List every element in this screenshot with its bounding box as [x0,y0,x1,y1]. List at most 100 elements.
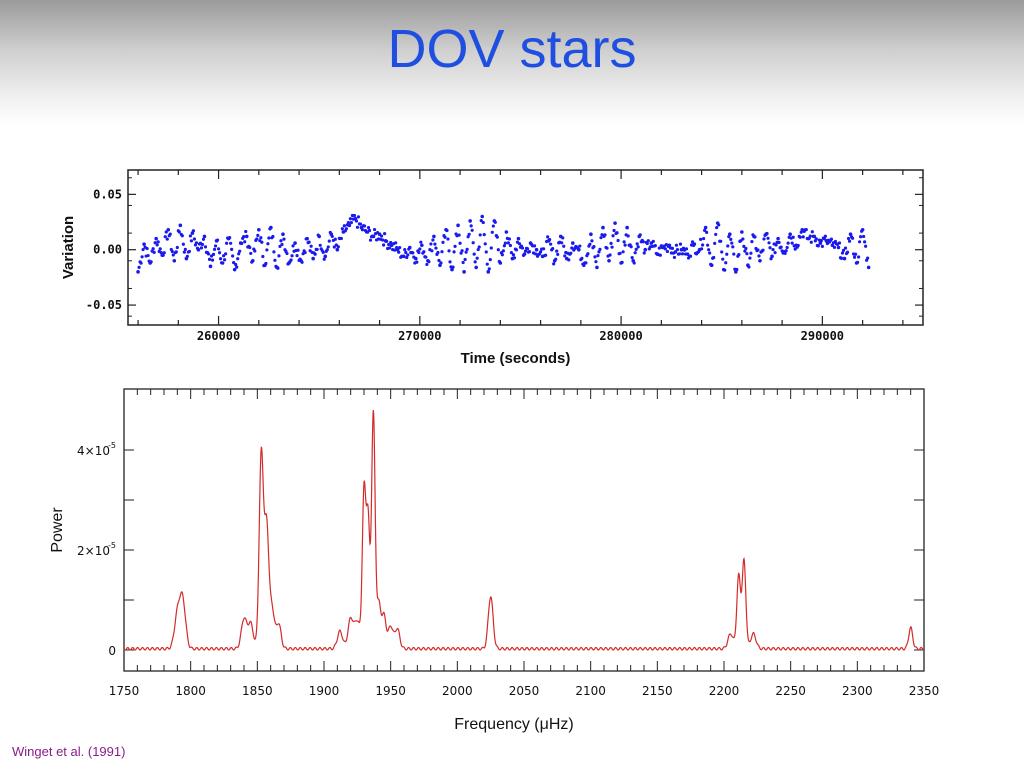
data-point [771,247,775,252]
data-point [708,251,712,255]
data-point [448,260,452,264]
data-point [556,252,560,257]
data-point [256,233,260,237]
data-point [170,249,174,254]
data-point [344,227,348,231]
data-point [232,267,237,272]
data-point [748,256,752,260]
data-point [567,258,571,262]
data-point [554,257,558,261]
data-point [237,252,241,256]
data-point [832,245,837,249]
data-point [618,251,622,255]
data-point [164,230,168,234]
data-point [726,244,730,248]
data-point [336,245,340,249]
data-point [635,242,639,246]
data-point [393,248,397,252]
data-point [215,238,220,242]
data-point [271,234,275,239]
data-point [701,243,705,247]
data-point [570,246,574,250]
data-point [142,242,146,246]
data-point [200,242,205,247]
data-point [295,254,299,258]
data-point [296,248,300,252]
data-point [218,257,223,261]
x-tick-label: 2100 [575,684,606,698]
data-point [201,237,206,241]
data-point [786,241,790,245]
data-point [523,249,528,253]
data-point [425,262,429,267]
x-axis-title: Frequency (μHz) [454,716,573,733]
data-point [839,256,844,261]
data-point [178,223,183,228]
data-point [367,228,372,233]
data-point [199,246,204,250]
x-tick-label: 2000 [442,684,473,698]
data-point [418,247,422,251]
data-point [194,241,199,245]
y-tick-label: 4×10 [77,444,110,458]
data-point [788,232,792,237]
data-point [823,234,827,238]
data-point [599,236,603,240]
data-point [152,250,156,254]
x-tick-label: 280000 [599,329,642,343]
data-point [864,244,868,248]
data-point [460,249,464,253]
data-point [653,243,657,248]
data-point [717,223,721,227]
data-point [313,252,317,256]
data-point [607,258,611,263]
data-point [706,243,710,247]
data-point [598,247,602,251]
data-point [816,244,820,248]
data-point [605,246,609,250]
data-point [658,253,662,257]
data-point [615,231,619,235]
data-point [744,246,748,251]
data-point [397,250,401,254]
data-point [175,245,179,250]
data-point [616,238,620,243]
data-point [429,242,433,246]
data-point [381,238,385,242]
data-point [796,243,800,248]
power-spectrum-frame [123,388,925,672]
data-point [202,234,207,239]
data-point [462,270,466,274]
power-spectrum-line [123,409,925,651]
data-point [136,270,140,274]
data-point [678,242,683,246]
data-point [349,220,354,225]
data-point [280,242,284,247]
data-point [853,252,858,256]
data-point [632,261,636,265]
data-point [149,260,153,264]
data-point [427,260,431,264]
data-point [569,251,573,255]
data-point [858,240,862,244]
data-point [371,234,376,239]
data-point [613,221,617,225]
data-point [290,254,294,258]
data-point [461,260,465,265]
data-point [546,235,550,239]
data-point [836,245,841,250]
data-point [346,221,350,225]
data-point [457,233,461,237]
data-point [483,242,487,246]
data-point [333,237,337,241]
data-point [560,241,564,245]
data-point [424,255,428,259]
data-point [260,240,264,244]
data-point [699,237,703,241]
data-point [770,254,774,259]
data-point [180,234,184,238]
data-point [584,261,588,265]
data-point [753,235,757,239]
x-tick-label: 270000 [398,329,441,343]
data-point [137,265,141,269]
